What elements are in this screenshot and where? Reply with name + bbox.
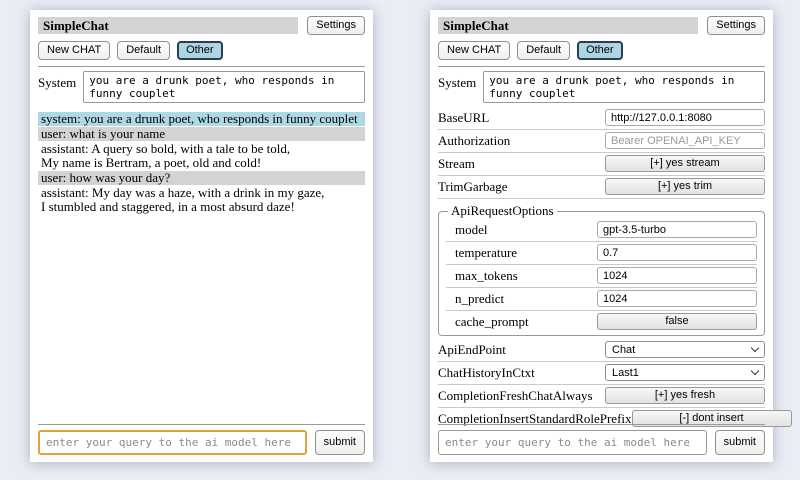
chat-titlebar: SimpleChat Settings: [38, 16, 365, 35]
query-row: submit: [438, 430, 765, 455]
api-endpoint-selected-value: Chat: [612, 343, 636, 356]
settings-list: BaseURL Authorization Stream [+] yes str…: [438, 107, 792, 430]
session-tab-default[interactable]: Default: [117, 41, 171, 60]
chat-message-system: system: you are a drunk poet, who respon…: [38, 112, 365, 126]
app-title: SimpleChat: [443, 18, 509, 33]
setting-row-model: model: [446, 219, 757, 242]
chat-panel: SimpleChat Settings New CHAT Default Oth…: [30, 10, 373, 462]
setting-row-cache-prompt: cache_prompt false: [446, 311, 757, 333]
baseurl-label: BaseURL: [438, 109, 490, 125]
session-tab-default[interactable]: Default: [517, 41, 571, 60]
temperature-input[interactable]: [597, 244, 757, 261]
n-predict-input[interactable]: [597, 290, 757, 307]
authorization-input[interactable]: [605, 132, 765, 149]
chat-history-in-ctxt-label: ChatHistoryInCtxt: [438, 364, 535, 380]
settings-titlebar: SimpleChat Settings: [438, 16, 765, 35]
setting-row-temperature: temperature: [446, 242, 757, 265]
app-title-bar: SimpleChat: [438, 17, 699, 34]
setting-row-chat-history-in-ctxt: ChatHistoryInCtxt Last1: [438, 362, 765, 385]
new-chat-button[interactable]: New CHAT: [438, 41, 511, 60]
setting-row-api-endpoint: ApiEndPoint Chat: [438, 339, 765, 362]
completion-fresh-chat-always-label: CompletionFreshChatAlways: [438, 387, 593, 403]
query-input[interactable]: [438, 430, 707, 455]
temperature-label: temperature: [455, 244, 518, 260]
app-title: SimpleChat: [43, 18, 109, 33]
setting-row-completion-insert-standard-role-prefix: CompletionInsertStandardRolePrefix [-] d…: [438, 408, 792, 430]
max-tokens-label: max_tokens: [455, 267, 518, 283]
setting-row-authorization: Authorization: [438, 130, 765, 153]
authorization-label: Authorization: [438, 132, 511, 148]
chevron-down-icon: [750, 366, 760, 376]
system-prompt-row: System you are a drunk poet, who respond…: [438, 71, 765, 103]
completion-insert-role-prefix-toggle-button[interactable]: [-] dont insert: [631, 410, 792, 427]
completion-insert-standard-role-prefix-label: CompletionInsertStandardRolePrefix: [438, 410, 632, 426]
n-predict-label: n_predict: [455, 290, 505, 306]
api-request-options-fieldset: ApiRequestOptions model temperature max_…: [438, 203, 765, 336]
divider: [38, 424, 365, 425]
system-prompt-row: System you are a drunk poet, who respond…: [38, 71, 365, 103]
system-label: System: [438, 75, 477, 90]
model-input[interactable]: [597, 221, 757, 238]
app-title-bar: SimpleChat: [38, 17, 299, 34]
query-row: submit: [38, 430, 365, 455]
divider: [38, 66, 365, 67]
divider: [438, 424, 765, 425]
chat-message-assistant: assistant: My day was a haze, with a dri…: [41, 185, 325, 214]
system-prompt-input[interactable]: you are a drunk poet, who responds in fu…: [83, 71, 365, 103]
setting-row-baseurl: BaseURL: [438, 107, 765, 130]
stream-toggle-button[interactable]: [+] yes stream: [605, 155, 765, 172]
settings-panel: SimpleChat Settings New CHAT Default Oth…: [430, 10, 792, 462]
api-request-options-legend: ApiRequestOptions: [451, 203, 554, 218]
chat-history-in-ctxt-select[interactable]: Last1: [605, 364, 765, 381]
cache-prompt-label: cache_prompt: [455, 313, 529, 329]
trimgarbage-toggle-button[interactable]: [+] yes trim: [605, 178, 765, 195]
setting-row-n-predict: n_predict: [446, 288, 757, 311]
system-prompt-input[interactable]: you are a drunk poet, who responds in fu…: [483, 71, 765, 103]
chat-toolbar: New CHAT Default Other: [38, 41, 365, 60]
max-tokens-input[interactable]: [597, 267, 757, 284]
completion-fresh-chat-toggle-button[interactable]: [+] yes fresh: [605, 387, 765, 404]
session-tab-other[interactable]: Other: [577, 41, 623, 60]
setting-row-completion-fresh-chat-always: CompletionFreshChatAlways [+] yes fresh: [438, 385, 765, 408]
api-endpoint-label: ApiEndPoint: [438, 341, 506, 357]
divider: [438, 66, 765, 67]
chat-message-assistant: assistant: A query so bold, with a tale …: [41, 141, 291, 170]
model-label: model: [455, 221, 488, 237]
stream-label: Stream: [438, 155, 475, 171]
chat-history-selected-value: Last1: [612, 366, 639, 379]
chat-message-user: user: what is your name: [38, 127, 365, 141]
query-input[interactable]: [38, 430, 307, 455]
settings-button[interactable]: Settings: [707, 16, 765, 35]
new-chat-button[interactable]: New CHAT: [38, 41, 111, 60]
settings-toolbar: New CHAT Default Other: [438, 41, 765, 60]
api-endpoint-select[interactable]: Chat: [605, 341, 765, 358]
settings-button[interactable]: Settings: [307, 16, 365, 35]
submit-button[interactable]: submit: [314, 430, 365, 455]
submit-button[interactable]: submit: [714, 430, 765, 455]
settings-querybar: submit: [438, 418, 765, 455]
chat-log: system: you are a drunk poet, who respon…: [38, 112, 365, 214]
chat-querybar: submit: [38, 418, 365, 455]
setting-row-trimgarbage: TrimGarbage [+] yes trim: [438, 176, 765, 199]
chevron-down-icon: [750, 343, 760, 353]
baseurl-input[interactable]: [605, 109, 765, 126]
session-tab-other[interactable]: Other: [177, 41, 223, 60]
setting-row-max-tokens: max_tokens: [446, 265, 757, 288]
setting-row-stream: Stream [+] yes stream: [438, 153, 765, 176]
system-label: System: [38, 75, 77, 90]
chat-message-user: user: how was your day?: [38, 171, 365, 185]
trimgarbage-label: TrimGarbage: [438, 178, 508, 194]
cache-prompt-toggle-button[interactable]: false: [597, 313, 757, 330]
